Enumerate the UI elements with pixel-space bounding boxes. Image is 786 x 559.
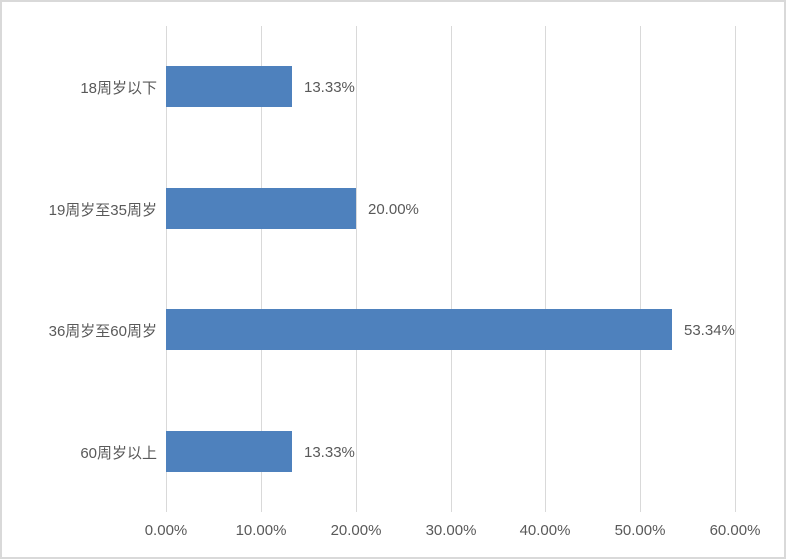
bar (166, 309, 672, 350)
bar (166, 431, 292, 472)
gridline (261, 26, 262, 512)
gridline (166, 26, 167, 512)
gridline (545, 26, 546, 512)
x-tick-label: 20.00% (330, 522, 382, 539)
x-tick-label: 40.00% (519, 522, 571, 539)
data-label: 53.34% (684, 322, 735, 339)
x-tick-label: 30.00% (425, 522, 477, 539)
value-axis: 0.00% 10.00% 20.00% 30.00% 40.00% 50.00% 60.00… (145, 520, 761, 542)
bar-row: 20.00% (166, 148, 735, 270)
category-label: 36周岁至60周岁 (48, 322, 157, 340)
data-label: 13.33% (304, 79, 355, 96)
category-label: 19周岁至35周岁 (48, 201, 157, 219)
bar (166, 188, 356, 229)
category-label: 18周岁以下 (80, 79, 157, 97)
bar-row: 53.34% (166, 269, 735, 391)
category-axis: 18周岁以下 19周岁至35周岁 36周岁至60周岁 60周岁以上 (2, 26, 157, 512)
data-label: 13.33% (304, 444, 355, 461)
x-tick-label: 50.00% (614, 522, 666, 539)
gridline (735, 26, 736, 512)
category-label: 60周岁以上 (80, 444, 157, 462)
gridline (451, 26, 452, 512)
x-tick-label: 10.00% (235, 522, 287, 539)
gridline (640, 26, 641, 512)
plot-area: 13.33% 20.00% 53.34% 13.33% (166, 26, 736, 513)
bar-row: 13.33% (166, 391, 735, 513)
x-tick-label: 0.00% (144, 522, 188, 539)
x-tick-label: 60.00% (709, 522, 761, 539)
bar (166, 66, 292, 107)
gridline (356, 26, 357, 512)
data-label: 20.00% (368, 201, 419, 218)
bar-row: 13.33% (166, 26, 735, 148)
